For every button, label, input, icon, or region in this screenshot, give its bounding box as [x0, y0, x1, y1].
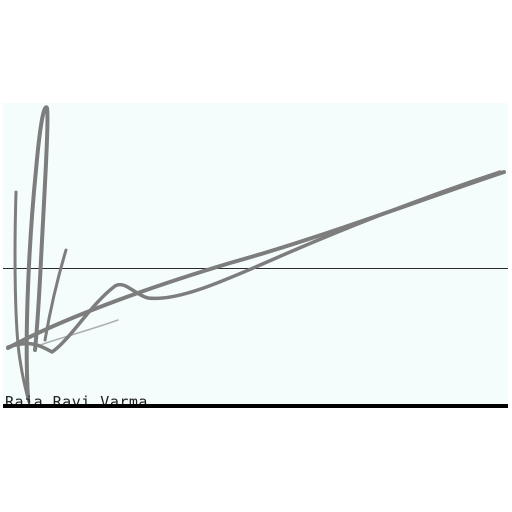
signer-name: Raja Ravi Varma [5, 393, 148, 405]
signature-line [3, 404, 508, 408]
